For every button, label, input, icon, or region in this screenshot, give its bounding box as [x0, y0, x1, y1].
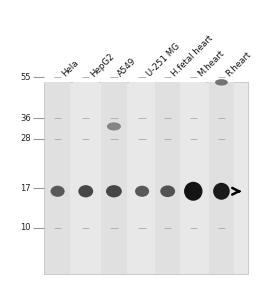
Ellipse shape [213, 183, 230, 200]
Text: M.heart: M.heart [196, 49, 226, 79]
Ellipse shape [215, 79, 228, 86]
Ellipse shape [135, 186, 149, 197]
Ellipse shape [51, 186, 65, 197]
Bar [73, 82, 99, 274]
Ellipse shape [107, 122, 121, 131]
Bar [129, 82, 155, 274]
Bar [45, 82, 70, 274]
Ellipse shape [78, 185, 93, 197]
Bar [44, 82, 248, 274]
Text: HepG2: HepG2 [88, 51, 116, 79]
Text: H.fetal heart: H.fetal heart [170, 34, 215, 79]
Bar [155, 82, 180, 274]
Bar [180, 82, 206, 274]
Text: 28: 28 [20, 134, 31, 143]
Ellipse shape [184, 182, 202, 201]
Text: R.heart: R.heart [224, 50, 253, 79]
Ellipse shape [106, 185, 122, 197]
Text: 17: 17 [20, 184, 31, 193]
Bar [101, 82, 127, 274]
Text: 36: 36 [20, 114, 31, 123]
Text: U-251 MG: U-251 MG [145, 42, 182, 79]
Text: Hela: Hela [60, 59, 80, 79]
Ellipse shape [160, 185, 175, 197]
Text: 55: 55 [20, 73, 31, 82]
Bar [209, 82, 234, 274]
Text: 10: 10 [20, 223, 31, 232]
Text: A549: A549 [116, 57, 138, 79]
